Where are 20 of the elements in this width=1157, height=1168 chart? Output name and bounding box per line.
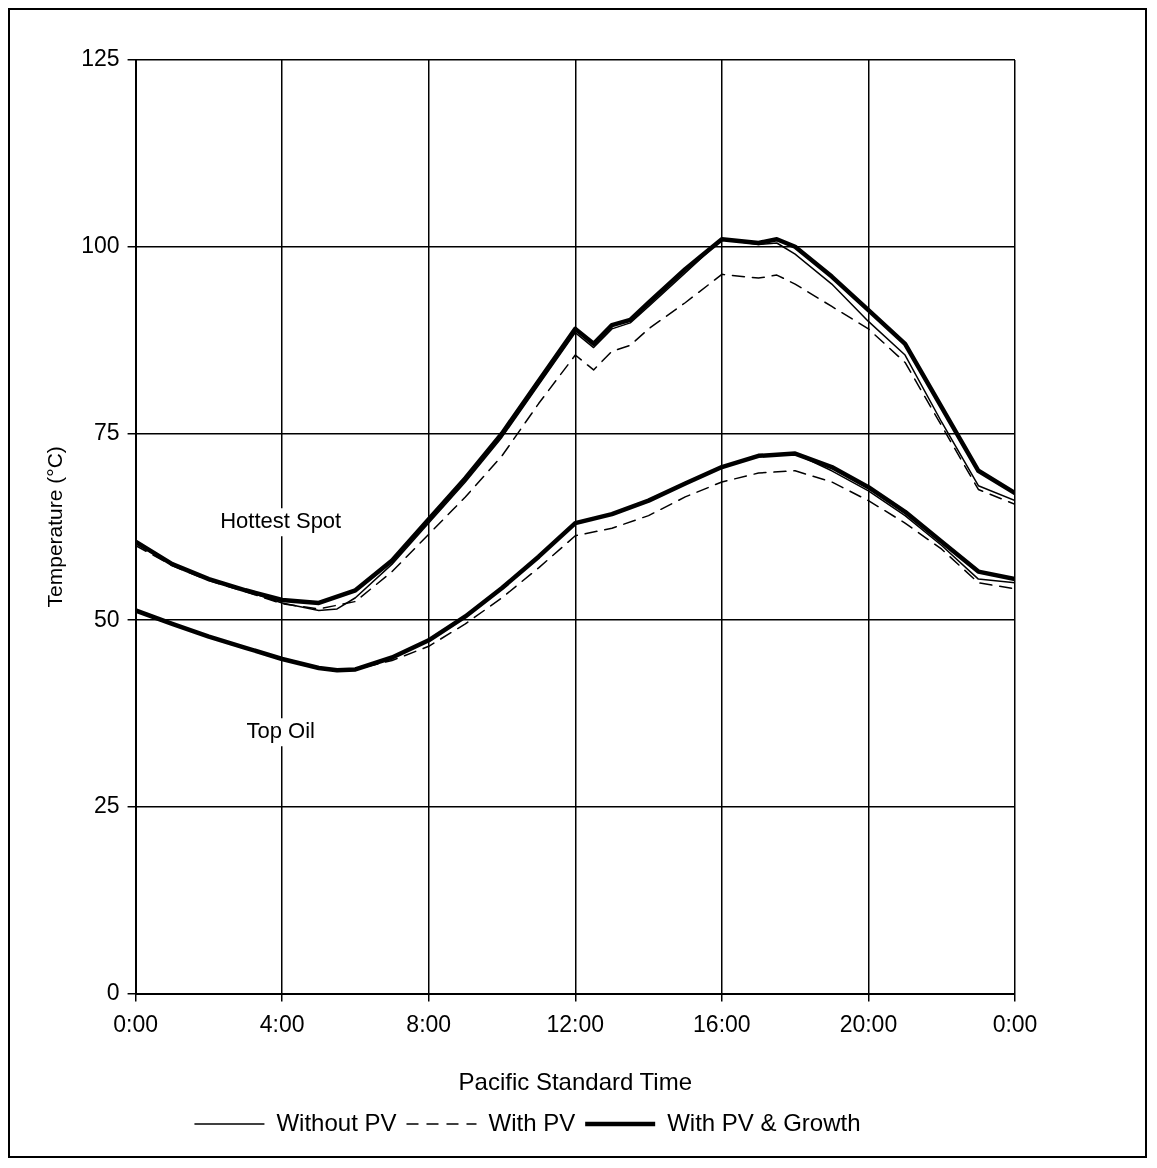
x-tick-label: 0:00 [113, 1010, 158, 1037]
x-tick-label: 12:00 [546, 1010, 605, 1037]
annotation: Top Oil [246, 718, 315, 744]
x-tick-label: 0:00 [992, 1010, 1038, 1037]
y-tick-label: 125 [81, 45, 120, 72]
legend-label: With PV [488, 1108, 576, 1136]
y-tick-label: 50 [93, 605, 120, 632]
legend-label: Without PV [276, 1108, 397, 1136]
y-tick-label: 25 [93, 792, 120, 819]
x-tick-label: 4:00 [259, 1010, 305, 1037]
x-tick-label: 16:00 [693, 1010, 751, 1037]
x-tick-label: 20:00 [839, 1010, 898, 1037]
x-tick-label: 8:00 [406, 1010, 452, 1037]
y-tick-label: 75 [93, 418, 120, 445]
y-tick-label: 100 [81, 232, 120, 259]
y-axis-title: Temperature (°C) [43, 446, 67, 608]
annotation: Hottest Spot [220, 508, 342, 534]
y-tick-label: 0 [106, 978, 120, 1005]
x-axis-title: Pacific Standard Time [458, 1068, 693, 1096]
legend-label: With PV & Growth [667, 1108, 861, 1136]
